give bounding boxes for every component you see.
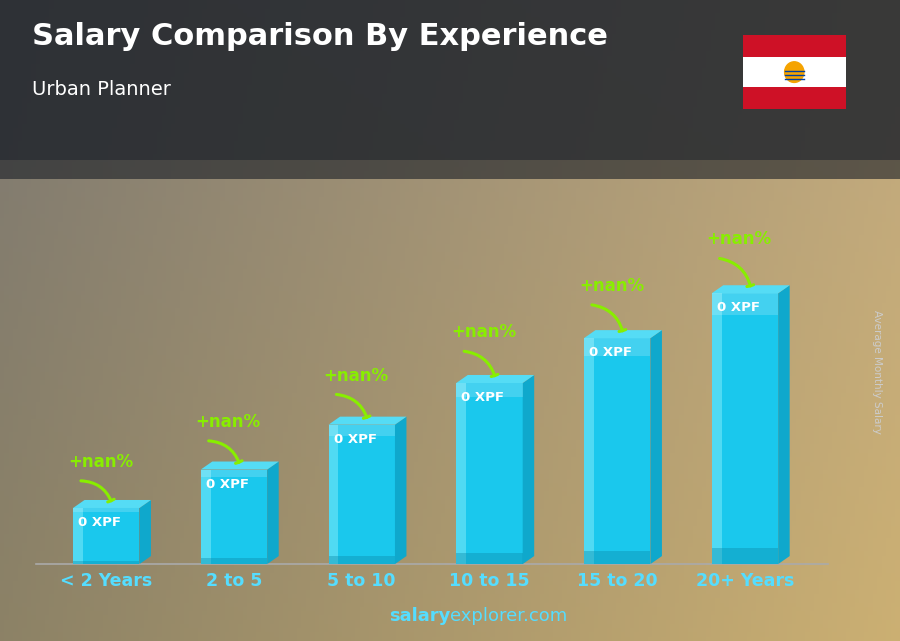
Polygon shape — [584, 551, 651, 564]
Text: 0 XPF: 0 XPF — [334, 433, 376, 445]
Polygon shape — [73, 508, 140, 513]
Text: Urban Planner: Urban Planner — [32, 80, 170, 99]
Text: 0 XPF: 0 XPF — [462, 391, 504, 404]
Polygon shape — [584, 338, 594, 564]
Text: 0 XPF: 0 XPF — [206, 478, 249, 490]
Text: 0 XPF: 0 XPF — [78, 516, 122, 529]
Polygon shape — [712, 548, 778, 564]
Polygon shape — [584, 338, 651, 564]
Text: +nan%: +nan% — [706, 230, 772, 248]
Polygon shape — [328, 425, 395, 436]
Polygon shape — [73, 500, 151, 508]
Polygon shape — [201, 469, 211, 564]
Polygon shape — [140, 500, 151, 564]
Polygon shape — [778, 285, 789, 564]
Polygon shape — [201, 558, 267, 564]
Text: 0 XPF: 0 XPF — [590, 346, 632, 359]
Text: Salary Comparison By Experience: Salary Comparison By Experience — [32, 22, 608, 51]
Polygon shape — [267, 462, 279, 564]
Polygon shape — [523, 375, 535, 564]
Text: +nan%: +nan% — [68, 453, 133, 471]
Polygon shape — [73, 508, 83, 564]
Polygon shape — [584, 330, 662, 338]
Text: Average Monthly Salary: Average Monthly Salary — [872, 310, 883, 434]
Text: +nan%: +nan% — [323, 367, 389, 385]
Polygon shape — [456, 375, 535, 383]
Circle shape — [785, 62, 804, 83]
Polygon shape — [328, 417, 407, 425]
Polygon shape — [328, 425, 338, 564]
Polygon shape — [456, 383, 466, 564]
Polygon shape — [651, 330, 661, 564]
Text: explorer.com: explorer.com — [450, 607, 567, 625]
Polygon shape — [328, 556, 395, 564]
Polygon shape — [584, 338, 651, 356]
Bar — [742, 58, 846, 87]
Polygon shape — [201, 462, 279, 469]
Polygon shape — [712, 294, 778, 564]
Polygon shape — [456, 553, 523, 564]
Polygon shape — [456, 383, 523, 397]
Polygon shape — [712, 294, 722, 564]
Text: +nan%: +nan% — [195, 413, 261, 431]
Polygon shape — [712, 294, 778, 315]
Polygon shape — [712, 285, 789, 294]
FancyBboxPatch shape — [741, 33, 848, 111]
Polygon shape — [201, 469, 267, 477]
Text: 0 XPF: 0 XPF — [717, 301, 760, 314]
Text: +nan%: +nan% — [579, 277, 644, 295]
Polygon shape — [201, 469, 267, 564]
Polygon shape — [456, 383, 523, 564]
Polygon shape — [328, 425, 395, 564]
Text: +nan%: +nan% — [451, 323, 517, 341]
Polygon shape — [395, 417, 407, 564]
Polygon shape — [73, 561, 140, 564]
Polygon shape — [73, 508, 140, 564]
Text: salary: salary — [389, 607, 450, 625]
